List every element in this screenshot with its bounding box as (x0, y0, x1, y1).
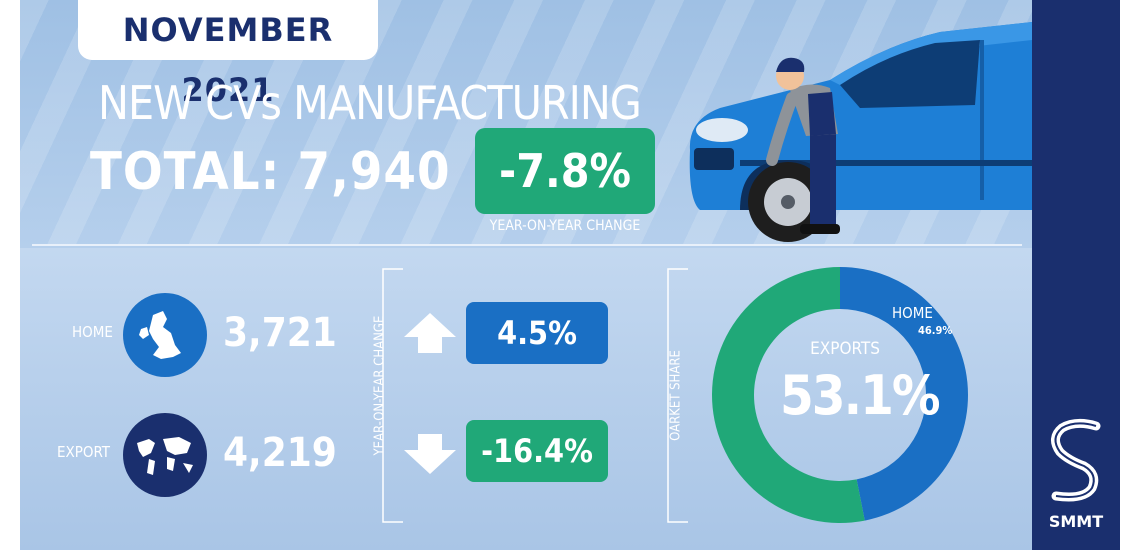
brand-sidebar: SMMT (1032, 0, 1120, 550)
export-change-box: -16.4% (466, 420, 608, 482)
share-vertical-label: OARKET SHARE (668, 350, 684, 441)
main-panel: NOVEMBER 2021 NEW CVs MANUFACTURING TOTA… (20, 0, 1032, 550)
export-value: 4,219 (223, 430, 337, 476)
yoy-bracket (382, 268, 403, 523)
share-bracket (667, 268, 688, 523)
front-hub (781, 195, 795, 209)
van-grille (694, 148, 734, 170)
donut-center-label: EXPORTS (810, 339, 880, 359)
donut-slice-home (840, 267, 968, 521)
export-label: EXPORT (57, 443, 111, 461)
home-value: 3,721 (223, 310, 337, 356)
right-margin (1120, 0, 1140, 550)
van-door-line (980, 40, 984, 200)
down-arrow-icon (402, 432, 458, 480)
mechanic-cap (776, 57, 805, 72)
headline: NEW CVs MANUFACTURING (98, 76, 642, 130)
home-change-box: 4.5% (466, 302, 608, 364)
mechanic-shoe (800, 224, 840, 234)
van-headlight (696, 118, 748, 142)
total-label: TOTAL: 7,940 (90, 142, 451, 202)
yoy-change-box: -7.8% (475, 128, 655, 214)
smmt-logo-icon (1051, 418, 1101, 502)
up-arrow-icon (402, 311, 458, 359)
date-badge: NOVEMBER 2021 (78, 0, 378, 109)
donut-home-value: 46.9% (918, 324, 953, 337)
mechanic-legs (810, 128, 836, 228)
van-illustration (689, 22, 1032, 242)
market-share-donut (712, 267, 968, 523)
yoy-change-caption: YEAR-ON-YEAR CHANGE (489, 218, 641, 234)
yoy-vertical-label: YEAR-ON-YEAR CHANGE (372, 315, 388, 456)
globe-icon (123, 413, 207, 497)
uk-map-icon (123, 293, 207, 377)
smmt-logo-text: SMMT (1048, 512, 1104, 531)
mechanic-arm (766, 92, 798, 166)
donut-home-label: HOME (892, 304, 933, 322)
section-divider (32, 244, 1022, 246)
van-windshield (840, 40, 980, 108)
donut-center-value: 53.1% (780, 364, 941, 427)
home-label: HOME (72, 323, 113, 341)
donut-slice-exports (712, 267, 865, 523)
mechanic-overall (808, 92, 836, 136)
van-side-stripe (740, 160, 1032, 166)
